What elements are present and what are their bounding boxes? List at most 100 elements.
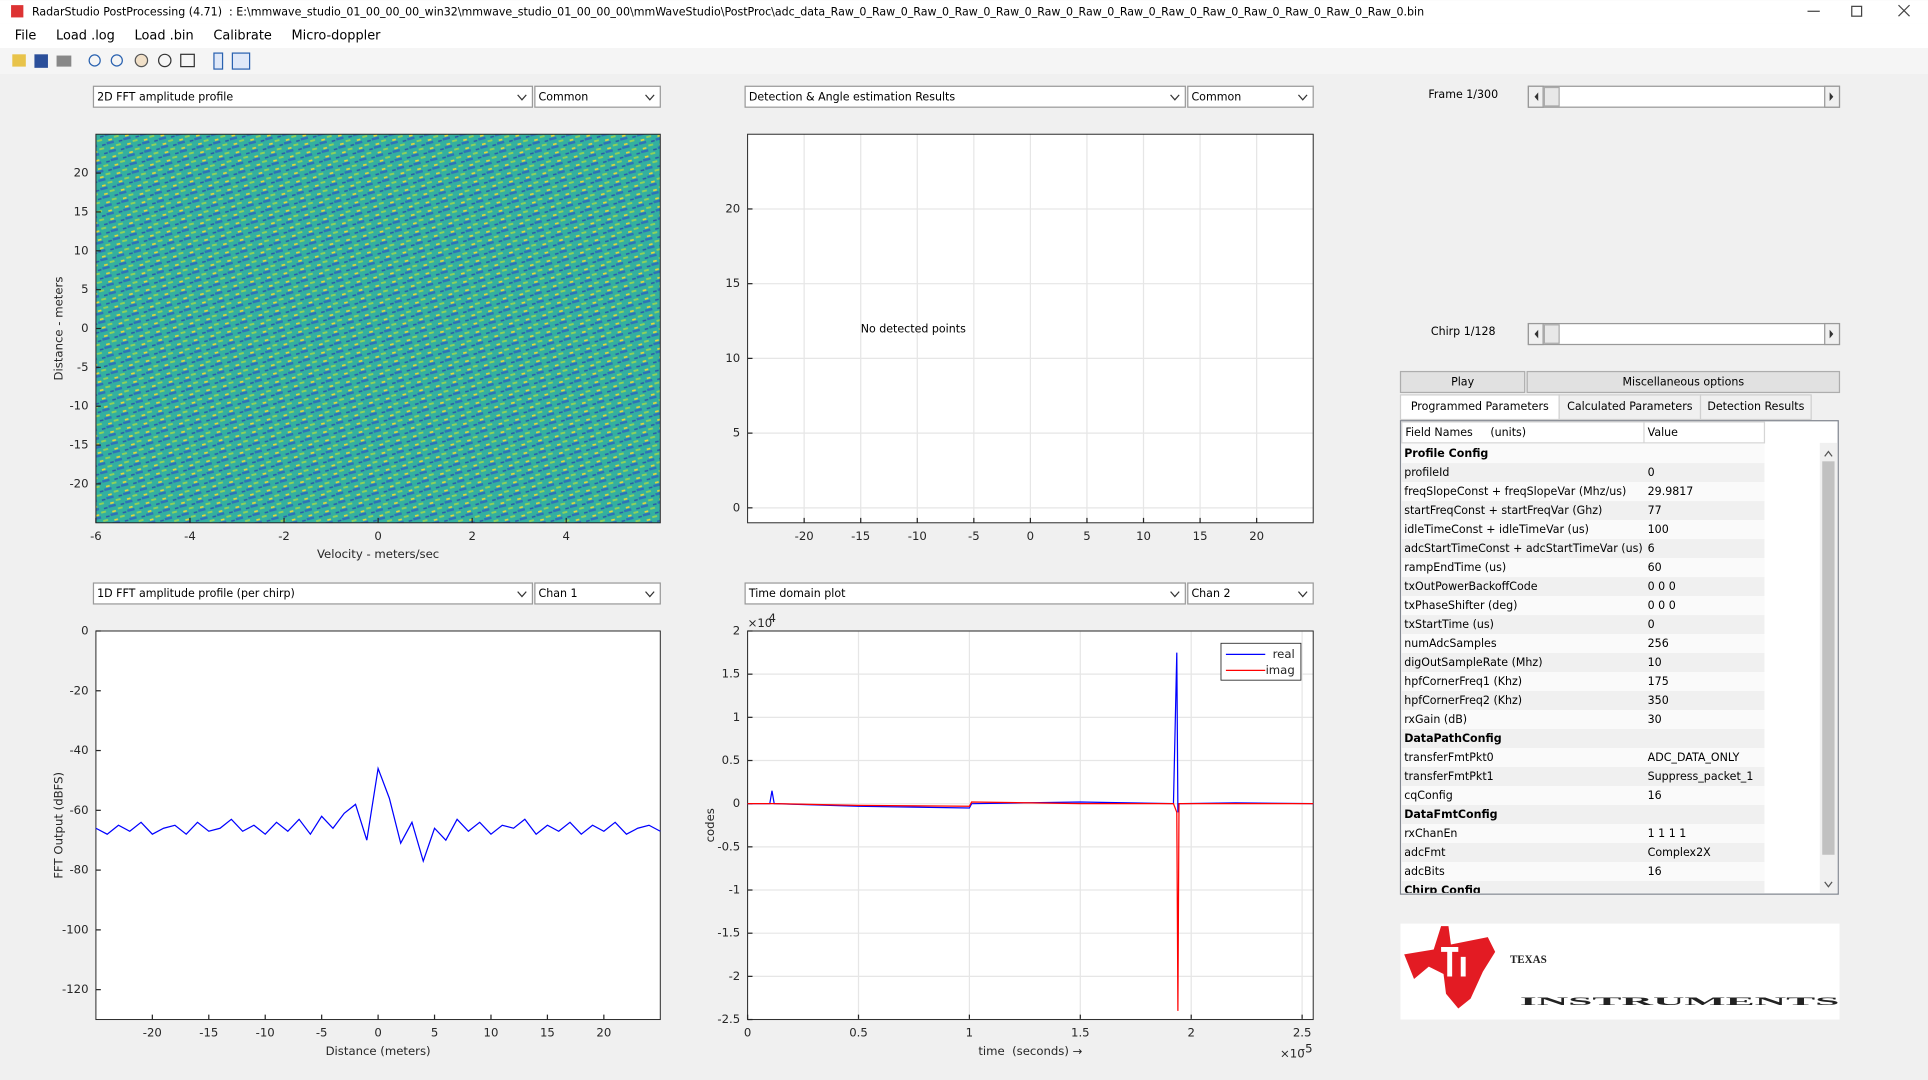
window-buttons[interactable] bbox=[1807, 4, 1910, 17]
restore[interactable] bbox=[1851, 5, 1863, 17]
dropdown-text[interactable]: Time domain plot bbox=[748, 587, 846, 600]
dropdown-text[interactable]: Common bbox=[1191, 90, 1241, 103]
datacursor-icon[interactable] bbox=[180, 53, 195, 68]
scrollbar[interactable] bbox=[1819, 442, 1838, 893]
dropdown-arrow[interactable] bbox=[645, 591, 655, 598]
y-tick-label: -10 bbox=[69, 399, 88, 413]
dropdown-box[interactable] bbox=[744, 582, 1186, 605]
print-icon[interactable] bbox=[56, 55, 72, 67]
zoom-in-icon[interactable] bbox=[88, 54, 101, 67]
dropdown-text[interactable]: Common bbox=[539, 90, 589, 103]
column-header: Field Names (units) bbox=[1405, 426, 1526, 439]
tab-label[interactable]: Calculated Parameters bbox=[1567, 400, 1693, 413]
menu-item[interactable]: Calibrate bbox=[213, 28, 272, 43]
dropdown-box[interactable] bbox=[1187, 85, 1314, 108]
tab-box[interactable] bbox=[1699, 394, 1812, 421]
menu-item[interactable]: Load .bin bbox=[135, 28, 194, 43]
menu-item[interactable]: File bbox=[15, 28, 37, 43]
table-row bbox=[1401, 843, 1765, 863]
tab-label[interactable]: Programmed Parameters bbox=[1411, 400, 1549, 413]
y-tick-label: 0 bbox=[81, 321, 88, 335]
dropdown-text[interactable]: Chan 1 bbox=[539, 587, 578, 600]
legend-label: imag bbox=[1266, 663, 1295, 677]
button-label[interactable]: Play bbox=[1451, 376, 1475, 389]
axes-frame bbox=[95, 630, 661, 1021]
dropdown-box[interactable] bbox=[534, 85, 661, 108]
scroll-arrows[interactable] bbox=[1824, 450, 1833, 888]
dropdown-box[interactable] bbox=[744, 85, 1186, 108]
tab-box[interactable] bbox=[1399, 394, 1560, 421]
dropdown[interactable]: Time domain plot bbox=[744, 582, 1186, 605]
tab[interactable]: Calculated Parameters bbox=[1558, 394, 1702, 421]
dropdown-text[interactable]: 2D FFT amplitude profile bbox=[97, 90, 233, 103]
y-tick-label: 15 bbox=[725, 276, 740, 290]
rotate-icon[interactable] bbox=[158, 53, 172, 68]
dropdown-arrow[interactable] bbox=[1297, 591, 1308, 598]
dropdown[interactable]: Chan 2 bbox=[1187, 582, 1314, 605]
dropdown-arrow[interactable] bbox=[1170, 591, 1180, 598]
dropdown[interactable]: Common bbox=[534, 85, 661, 108]
dropdown-box[interactable] bbox=[1187, 582, 1314, 605]
y-tick-label: -40 bbox=[69, 743, 88, 757]
dropdown[interactable]: Common bbox=[1187, 85, 1314, 108]
dropdown-box[interactable] bbox=[92, 85, 534, 108]
dropdown[interactable]: 1D FFT amplitude profile (per chirp) bbox=[92, 582, 534, 605]
field-name: profileId bbox=[1404, 466, 1449, 479]
table-row bbox=[1401, 786, 1765, 806]
pan-icon[interactable] bbox=[134, 53, 149, 68]
zoom-out-icon[interactable] bbox=[110, 54, 123, 67]
x-tick-label: -15 bbox=[199, 1026, 218, 1040]
tab[interactable]: Programmed Parameters bbox=[1399, 394, 1560, 421]
y-tick-label: -15 bbox=[69, 438, 88, 452]
field-name: adcFmt bbox=[1404, 846, 1446, 859]
button-label[interactable]: Miscellaneous options bbox=[1622, 376, 1744, 389]
save-icon[interactable] bbox=[34, 54, 48, 68]
button-box[interactable] bbox=[1526, 370, 1841, 394]
field-value: 175 bbox=[1648, 675, 1669, 688]
table-row bbox=[1401, 862, 1765, 882]
dropdown-arrow[interactable] bbox=[517, 591, 527, 598]
colorbar-icon[interactable] bbox=[213, 52, 224, 70]
menu-item[interactable]: Micro-doppler bbox=[292, 28, 382, 43]
table-row bbox=[1401, 539, 1765, 559]
slider-track[interactable] bbox=[1527, 322, 1841, 346]
dropdown-text[interactable]: Chan 2 bbox=[1191, 587, 1230, 600]
y-tick-label: 2 bbox=[733, 623, 740, 637]
legend-icon[interactable] bbox=[231, 52, 251, 70]
dropdown-box[interactable] bbox=[92, 582, 534, 605]
button[interactable]: Play bbox=[1399, 370, 1526, 394]
tab[interactable]: Detection Results bbox=[1699, 394, 1812, 421]
dropdown-text[interactable]: 1D FFT amplitude profile (per chirp) bbox=[97, 587, 295, 600]
dropdown-arrow[interactable] bbox=[1297, 94, 1308, 101]
slider[interactable] bbox=[1527, 85, 1841, 108]
slider-track[interactable] bbox=[1527, 85, 1841, 108]
menu-item[interactable]: Load .log bbox=[56, 28, 115, 43]
button[interactable]: Miscellaneous options bbox=[1526, 370, 1841, 394]
tab-box[interactable] bbox=[1558, 394, 1702, 421]
table-row bbox=[1401, 710, 1765, 730]
slider-thumb[interactable] bbox=[1543, 324, 1560, 344]
dropdown-arrow[interactable] bbox=[1170, 94, 1180, 101]
table-row bbox=[1401, 615, 1765, 635]
close[interactable] bbox=[1898, 4, 1910, 17]
dropdown-text[interactable]: Detection & Angle estimation Results bbox=[749, 90, 956, 103]
y-tick-label: -0.5 bbox=[717, 839, 740, 853]
dropdown[interactable]: Chan 1 bbox=[534, 582, 661, 605]
field-name: txStartTime (us) bbox=[1404, 618, 1494, 631]
button-box[interactable] bbox=[1399, 370, 1526, 394]
tab-label[interactable]: Detection Results bbox=[1707, 400, 1804, 413]
toolbar-icons[interactable] bbox=[12, 52, 251, 70]
dropdown-box[interactable] bbox=[534, 582, 661, 605]
slider-thumb[interactable] bbox=[1543, 86, 1560, 107]
open-icon[interactable] bbox=[12, 54, 26, 67]
dropdown[interactable]: Detection & Angle estimation Results bbox=[744, 85, 1186, 108]
dropdown-arrow[interactable] bbox=[517, 94, 527, 101]
y-tick-label: 0 bbox=[733, 500, 740, 514]
slider[interactable] bbox=[1527, 322, 1841, 346]
dropdown[interactable]: 2D FFT amplitude profile bbox=[92, 85, 534, 108]
x-tick-label: 2.5 bbox=[1293, 1026, 1312, 1040]
dropdown-arrow[interactable] bbox=[645, 94, 655, 101]
field-name: rxGain (dB) bbox=[1404, 713, 1467, 726]
x-tick-label: 0.5 bbox=[849, 1026, 868, 1040]
scroll-thumb[interactable] bbox=[1822, 461, 1835, 855]
